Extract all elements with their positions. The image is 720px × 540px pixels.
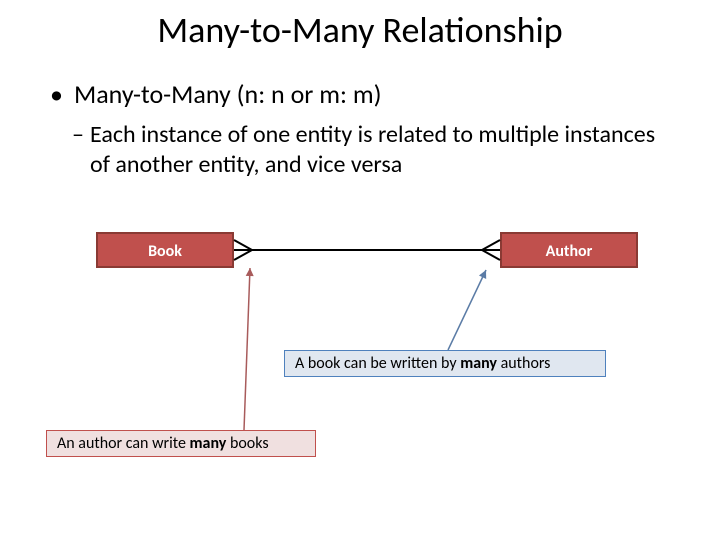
- caption-right-post: authors: [497, 354, 550, 373]
- bullet-level2-text: Each instance of one entity is related t…: [90, 120, 655, 179]
- caption-right-pre: A book can be written by: [295, 354, 460, 373]
- entity-author: Author: [500, 232, 638, 268]
- caption-right-bold: many: [460, 354, 497, 373]
- bullet-level2: –Each instance of one entity is related …: [90, 120, 670, 180]
- entity-author-label: Author: [546, 242, 593, 261]
- caption-book-authors: A book can be written by many authors: [284, 350, 606, 377]
- bullet-dash: –: [72, 120, 84, 150]
- bullet-level1: •Many-to-Many (n: n or m: m): [50, 78, 381, 110]
- entity-book: Book: [96, 232, 234, 268]
- caption-left-pre: An author can write: [57, 434, 190, 453]
- caption-left-post: books: [226, 434, 268, 453]
- slide-title: Many-to-Many Relationship: [0, 8, 720, 52]
- bullet-dot: •: [50, 78, 74, 110]
- bullet-level1-text: Many-to-Many (n: n or m: m): [74, 78, 381, 110]
- entity-book-label: Book: [148, 242, 182, 261]
- caption-left-bold: many: [190, 434, 227, 453]
- caption-author-books: An author can write many books: [46, 430, 316, 457]
